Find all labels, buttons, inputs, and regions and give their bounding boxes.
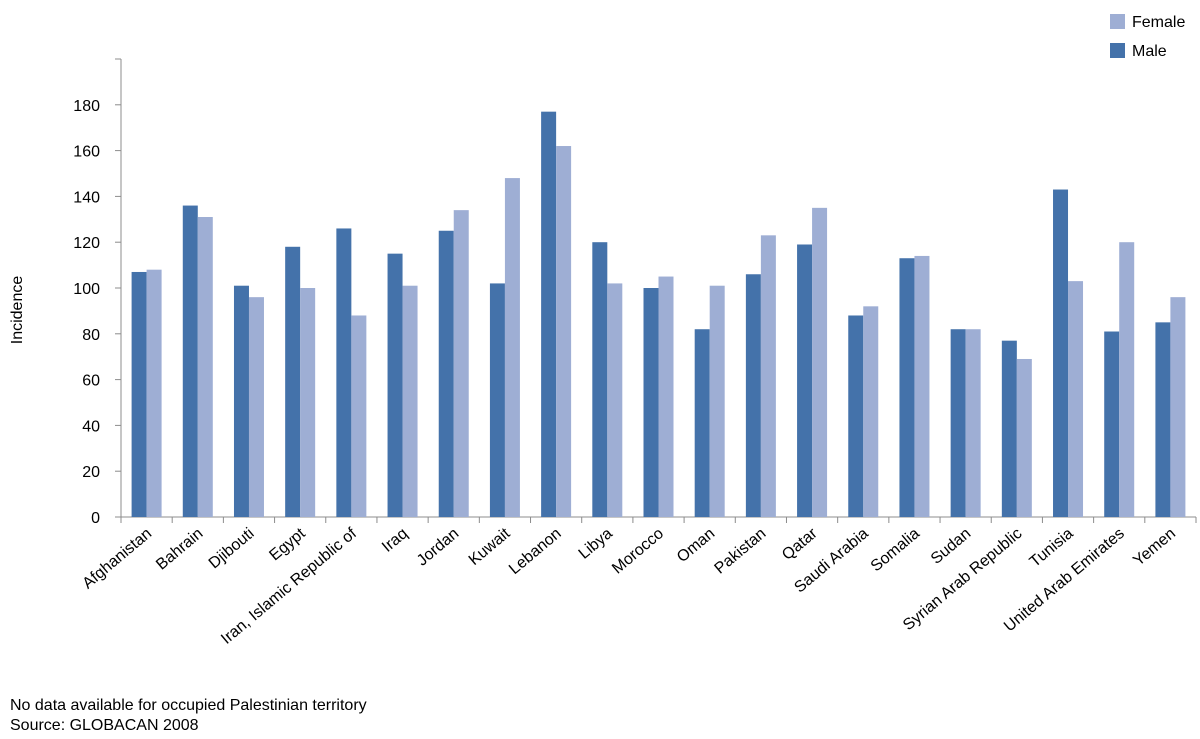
- legend-swatch-female: [1110, 14, 1125, 29]
- bar-male-afghanistan: [131, 271, 147, 517]
- bar-male-tunisia: [1053, 189, 1069, 517]
- bar-female-egypt: [300, 288, 316, 517]
- bar-female-iran-islamic-republic-of: [351, 315, 367, 517]
- bar-female-somalia: [914, 255, 930, 517]
- x-tick-label-kuwait: Kuwait: [466, 525, 514, 569]
- bar-male-saudi-arabia: [848, 315, 864, 517]
- bar-female-united-arab-emirates: [1119, 242, 1135, 517]
- bar-male-jordan: [438, 230, 454, 517]
- y-axis-label: Incidence: [9, 276, 26, 345]
- footnote-no-data: No data available for occupied Palestini…: [10, 697, 367, 714]
- bar-female-pakistan: [760, 235, 776, 517]
- x-tick-label-iraq: Iraq: [379, 525, 411, 556]
- x-tick-label-djibouti: Djibouti: [206, 525, 258, 572]
- bar-female-sudan: [965, 329, 981, 517]
- x-tick-label-afghanistan: Afghanistan: [79, 525, 155, 592]
- bar-female-jordan: [453, 210, 469, 517]
- bar-female-djibouti: [248, 297, 264, 517]
- legend: Female Male: [1110, 14, 1185, 60]
- y-tick-label-60: 60: [82, 373, 100, 390]
- x-tick-label-egypt: Egypt: [266, 525, 309, 565]
- bar-male-syrian-arab-republic: [1001, 340, 1017, 517]
- x-tick-label-somalia: Somalia: [868, 525, 923, 575]
- bar-male-morocco: [643, 288, 659, 517]
- x-tick-label-jordan: Jordan: [414, 525, 462, 569]
- bar-male-egypt: [285, 246, 301, 517]
- y-tick-label-20: 20: [82, 464, 100, 481]
- bar-female-yemen: [1170, 297, 1186, 517]
- y-tick-label-140: 140: [73, 189, 100, 206]
- x-tick-label-oman: Oman: [674, 525, 718, 566]
- x-tick-label-bahrain: Bahrain: [153, 525, 206, 573]
- bar-female-saudi-arabia: [863, 306, 879, 517]
- bar-male-yemen: [1155, 322, 1171, 517]
- bar-female-libya: [607, 283, 623, 517]
- x-tick-label-lebanon: Lebanon: [506, 525, 565, 578]
- y-tick-label-180: 180: [73, 98, 100, 115]
- y-tick-label-40: 40: [82, 418, 100, 435]
- bar-male-iran-islamic-republic-of: [336, 228, 352, 517]
- bar-female-syrian-arab-republic: [1016, 358, 1032, 517]
- legend-label-female: Female: [1132, 14, 1185, 31]
- bar-male-bahrain: [182, 205, 198, 517]
- y-tick-label-80: 80: [82, 327, 100, 344]
- legend-swatch-male: [1110, 43, 1125, 58]
- bar-female-lebanon: [556, 146, 572, 517]
- y-tick-label-160: 160: [73, 144, 100, 161]
- bar-male-somalia: [899, 258, 915, 517]
- y-tick-labels: 0 20 40 60 80 100 120 140 160 180: [73, 98, 100, 527]
- bar-male-lebanon: [541, 111, 557, 518]
- bar-male-iraq: [387, 253, 403, 517]
- bar-female-afghanistan: [146, 269, 162, 517]
- bar-female-iraq: [402, 285, 418, 517]
- legend-label-male: Male: [1132, 43, 1167, 60]
- y-tick-label-120: 120: [73, 235, 100, 252]
- bar-female-bahrain: [197, 217, 213, 517]
- chart-bars: [131, 111, 1186, 518]
- x-tick-label-qatar: Qatar: [779, 525, 821, 564]
- x-tick-label-yemen: Yemen: [1130, 525, 1179, 570]
- x-tick-label-sudan: Sudan: [928, 525, 974, 568]
- bar-female-morocco: [658, 276, 674, 517]
- x-tick-label-libya: Libya: [576, 525, 616, 563]
- bar-male-libya: [592, 242, 608, 517]
- bar-female-tunisia: [1068, 281, 1084, 517]
- bar-female-qatar: [812, 207, 828, 517]
- x-tick-label-pakistan: Pakistan: [712, 525, 770, 577]
- bar-male-kuwait: [489, 283, 505, 517]
- bar-female-kuwait: [504, 178, 520, 517]
- bar-male-oman: [694, 329, 710, 517]
- bar-male-pakistan: [745, 274, 761, 517]
- bar-male-united-arab-emirates: [1104, 331, 1120, 517]
- x-tick-label-morocco: Morocco: [609, 525, 667, 578]
- bar-male-qatar: [797, 244, 813, 518]
- bar-male-sudan: [950, 329, 966, 517]
- bar-female-oman: [709, 285, 725, 517]
- y-tick-label-100: 100: [73, 281, 100, 298]
- footnote-source: Source: GLOBACAN 2008: [10, 717, 199, 734]
- y-tick-label-0: 0: [91, 510, 100, 527]
- bar-male-djibouti: [233, 285, 249, 517]
